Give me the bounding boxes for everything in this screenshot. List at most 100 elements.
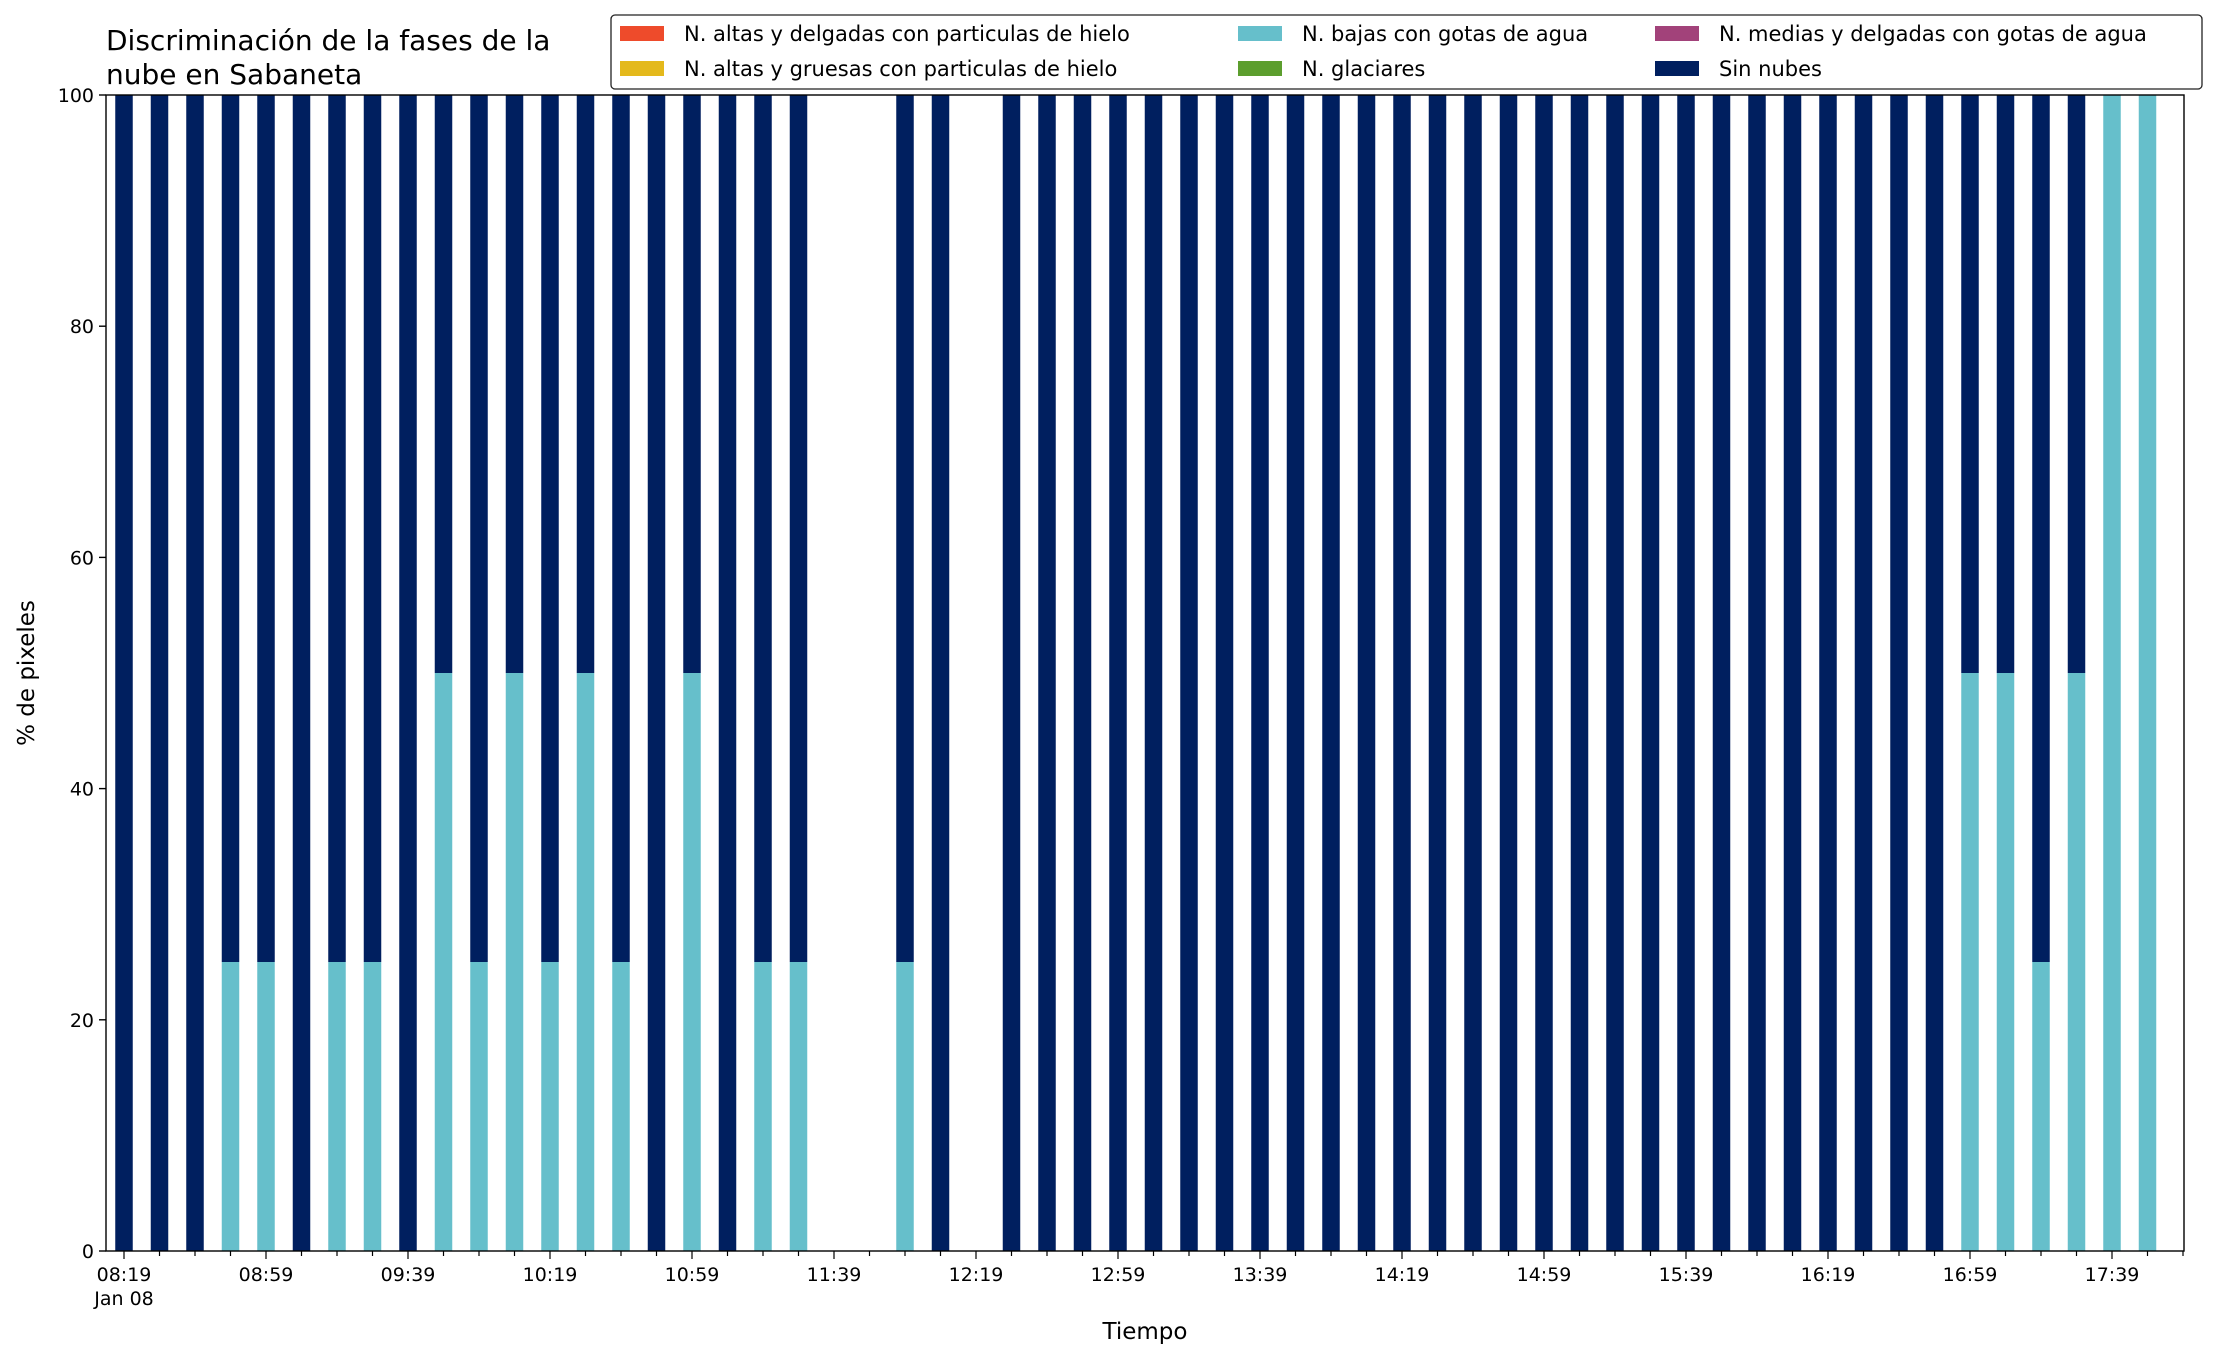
bar-segment-09:39-series-5 — [399, 95, 417, 1251]
bar-segment-14:19-series-5 — [1393, 95, 1411, 1251]
bar-segment-08:29-series-5 — [150, 95, 169, 1251]
bar-segment-10:59-series-5 — [683, 95, 701, 673]
legend-swatch — [1655, 26, 1699, 41]
legend-label: N. glaciares — [1302, 57, 1425, 81]
x-tick-label: 12:19 — [949, 1264, 1004, 1286]
bar-segment-13:49-series-5 — [1286, 95, 1305, 1251]
bar-segment-12:29-series-5 — [1002, 95, 1021, 1251]
bar-segment-15:19-series-5 — [1606, 95, 1624, 1251]
y-tick-label: 40 — [70, 779, 94, 801]
bar-segment-11:19-series-5 — [754, 95, 772, 962]
bar-segment-14:29-series-5 — [1428, 95, 1447, 1251]
y-tick-label: 80 — [70, 316, 94, 338]
y-tick-label: 0 — [82, 1241, 94, 1263]
legend-label: N. altas y gruesas con particulas de hie… — [684, 57, 1117, 81]
bar-segment-11:19-series-2 — [754, 962, 772, 1251]
bar-segment-09:29-series-2 — [363, 962, 382, 1251]
bar-segment-09:59-series-2 — [470, 962, 488, 1251]
bar-segment-13:19-series-5 — [1180, 95, 1198, 1251]
bar-segment-16:29-series-5 — [1854, 95, 1873, 1251]
bar-segment-16:09-series-5 — [1783, 95, 1802, 1251]
legend: N. altas y delgadas con particulas de hi… — [610, 14, 2203, 90]
x-tick-label: 15:39 — [1659, 1264, 1714, 1286]
bar-segment-17:29-series-2 — [2067, 673, 2086, 1251]
bar-segment-10:09-series-2 — [505, 673, 524, 1251]
bar-segment-15:29-series-5 — [1641, 95, 1660, 1251]
bar-segment-09:59-series-5 — [470, 95, 488, 962]
legend-swatch — [1238, 26, 1282, 41]
legend-label: N. medias y delgadas con gotas de agua — [1719, 22, 2147, 46]
bar-segment-08:59-series-5 — [257, 95, 275, 962]
bar-segment-11:29-series-2 — [789, 962, 808, 1251]
legend-label: N. bajas con gotas de agua — [1302, 22, 1588, 46]
x-tick-label: 08:19 — [97, 1264, 152, 1286]
bar-segment-12:39-series-5 — [1038, 95, 1056, 1251]
bar-segment-11:09-series-5 — [718, 95, 737, 1251]
bar-segment-17:09-series-5 — [1996, 95, 2015, 673]
y-tick-label: 20 — [70, 1010, 94, 1032]
bar-segment-17:19-series-2 — [2032, 962, 2050, 1251]
y-axis: 0 20 40 60 80 100 — [58, 85, 106, 1263]
bar-segment-15:09-series-5 — [1570, 95, 1589, 1251]
chart-title-line-1: Discriminación de la fases de la — [106, 24, 550, 57]
bar-segment-14:09-series-5 — [1357, 95, 1376, 1251]
legend-swatch — [620, 26, 664, 41]
x-tick-sublabel: Jan 08 — [93, 1288, 154, 1310]
bar-segment-10:19-series-5 — [541, 95, 559, 962]
bar-segment-16:39-series-5 — [1890, 95, 1908, 1251]
bar-segment-10:19-series-2 — [541, 962, 559, 1251]
x-tick-label: 11:39 — [807, 1264, 862, 1286]
bar-segment-09:29-series-5 — [363, 95, 382, 962]
bar-segment-17:09-series-2 — [1996, 673, 2015, 1251]
x-tick-label: 17:39 — [2085, 1264, 2140, 1286]
bar-segment-12:49-series-5 — [1073, 95, 1092, 1251]
bar-segment-08:49-series-2 — [221, 962, 240, 1251]
x-tick-label: 10:19 — [523, 1264, 578, 1286]
legend-swatch — [1238, 61, 1282, 76]
bar-segment-09:19-series-2 — [328, 962, 346, 1251]
bar-segment-09:19-series-5 — [328, 95, 346, 962]
bar-segment-13:29-series-5 — [1215, 95, 1234, 1251]
x-tick-label: 16:59 — [1943, 1264, 1998, 1286]
x-tick-label: 10:59 — [665, 1264, 720, 1286]
bar-segment-13:09-series-5 — [1144, 95, 1163, 1251]
bar-segment-16:59-series-2 — [1961, 673, 1979, 1251]
bar-segment-15:59-series-5 — [1748, 95, 1766, 1251]
bar-segment-17:49-series-2 — [2138, 95, 2157, 1251]
bar-segment-11:29-series-5 — [789, 95, 808, 962]
bar-segment-12:59-series-5 — [1109, 95, 1127, 1251]
bar-segment-14:49-series-5 — [1499, 95, 1518, 1251]
x-tick-label: 08:59 — [239, 1264, 294, 1286]
bar-segment-08:19-series-5 — [115, 95, 133, 1251]
bar-segment-17:29-series-5 — [2067, 95, 2086, 673]
bar-segment-09:49-series-5 — [434, 95, 453, 673]
chart-title-line-2: nube en Sabaneta — [106, 58, 362, 91]
bar-segment-10:49-series-5 — [647, 95, 666, 1251]
bar-segment-10:59-series-2 — [683, 673, 701, 1251]
bar-segment-10:39-series-5 — [612, 95, 630, 962]
x-tick-label: 14:59 — [1517, 1264, 1572, 1286]
bar-segment-14:59-series-5 — [1535, 95, 1553, 1251]
bar-segment-08:59-series-2 — [257, 962, 275, 1251]
bar-segment-17:19-series-5 — [2032, 95, 2050, 962]
bar-segment-10:29-series-5 — [576, 95, 595, 673]
bar-segment-15:39-series-5 — [1677, 95, 1695, 1251]
y-tick-label: 60 — [70, 547, 94, 569]
y-tick-label: 100 — [58, 85, 94, 107]
plot-frame — [105, 94, 2185, 1252]
x-tick-label: 14:19 — [1375, 1264, 1430, 1286]
legend-label: N. altas y delgadas con particulas de hi… — [684, 22, 1130, 46]
bar-segment-08:49-series-5 — [221, 95, 240, 962]
bar-segment-16:19-series-5 — [1819, 95, 1837, 1251]
bar-segment-12:09-series-5 — [931, 95, 950, 1251]
y-axis-label: % de pixeles — [14, 600, 40, 746]
bar-segment-13:59-series-5 — [1322, 95, 1340, 1251]
x-tick-label: 09:39 — [381, 1264, 436, 1286]
legend-label: Sin nubes — [1719, 57, 1822, 81]
bar-segment-11:59-series-5 — [896, 95, 914, 962]
x-tick-label: 13:39 — [1233, 1264, 1288, 1286]
legend-box — [610, 14, 2203, 90]
bars-layer — [115, 95, 2157, 1251]
